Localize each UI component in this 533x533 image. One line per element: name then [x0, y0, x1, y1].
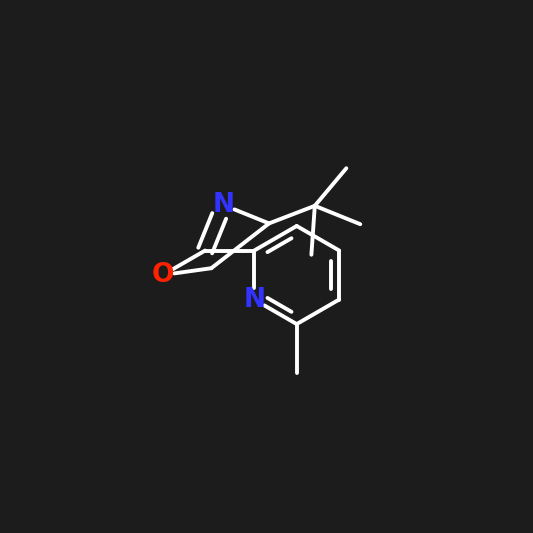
Text: N: N: [213, 192, 235, 218]
Text: O: O: [151, 262, 174, 288]
Text: N: N: [243, 287, 265, 312]
